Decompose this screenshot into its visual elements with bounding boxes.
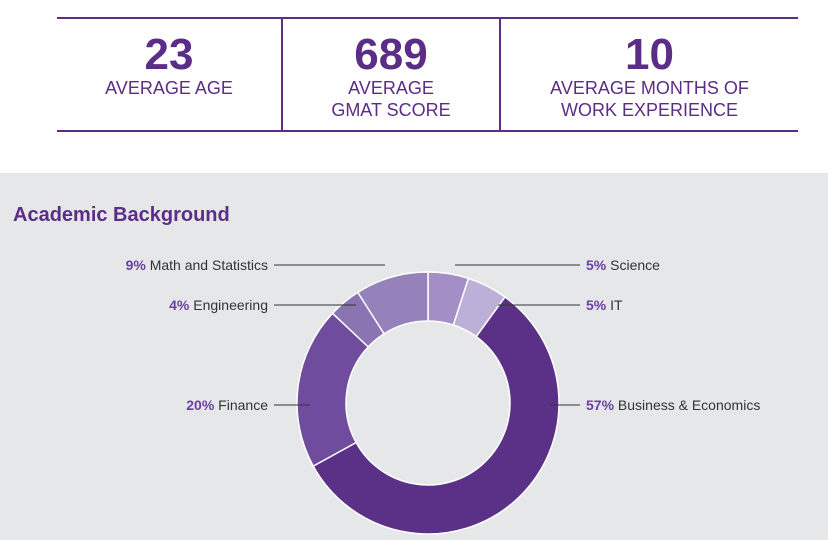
slice-label: 9% Math and Statistics xyxy=(126,257,268,273)
stat-label-line: AVERAGE AGE xyxy=(105,78,233,98)
donut-slice xyxy=(312,295,560,535)
slice-percent: 9% xyxy=(126,257,147,273)
divider xyxy=(281,19,283,130)
stat-average-months: 10 AVERAGE MONTHS OF WORK EXPERIENCE xyxy=(501,19,798,130)
stat-label: AVERAGE GMAT SCORE xyxy=(283,77,499,121)
slice-percent: 57% xyxy=(586,397,615,413)
stat-average-age: 23 AVERAGE AGE xyxy=(57,19,281,130)
slice-label: 20% Finance xyxy=(186,397,268,413)
stat-label-line: GMAT SCORE xyxy=(331,100,451,120)
panel-title: Academic Background xyxy=(13,204,230,226)
slice-label: 5% IT xyxy=(586,297,623,313)
academic-background-panel: Academic Background 5% Science 5% IT 57% B… xyxy=(0,173,828,540)
stat-value: 10 xyxy=(625,30,674,79)
stat-average-gmat: 689 AVERAGE GMAT SCORE xyxy=(283,19,499,130)
slice-name: IT xyxy=(606,297,623,313)
stat-label-line: AVERAGE MONTHS OF xyxy=(550,78,749,98)
stat-label-line: AVERAGE xyxy=(348,78,434,98)
slice-name: Finance xyxy=(214,397,268,413)
slice-name: Business & Economics xyxy=(614,397,760,413)
slice-percent: 20% xyxy=(186,397,215,413)
slice-label: 4% Engineering xyxy=(169,297,268,313)
slice-percent: 5% xyxy=(586,257,607,273)
slice-label: 57% Business & Economics xyxy=(586,397,760,413)
slice-name: Science xyxy=(606,257,660,273)
stat-value: 689 xyxy=(354,30,428,79)
divider xyxy=(499,19,501,130)
slice-name: Math and Statistics xyxy=(146,257,268,273)
stat-label: AVERAGE MONTHS OF WORK EXPERIENCE xyxy=(501,77,798,121)
slice-percent: 5% xyxy=(586,297,607,313)
stats-bar: 23 AVERAGE AGE 689 AVERAGE GMAT SCORE 10… xyxy=(57,17,798,132)
slice-percent: 4% xyxy=(169,297,190,313)
donut-slice xyxy=(356,271,429,335)
slice-name: Engineering xyxy=(189,297,268,313)
stat-label: AVERAGE AGE xyxy=(57,77,281,99)
stat-value: 23 xyxy=(144,30,194,79)
stat-label-line: WORK EXPERIENCE xyxy=(560,100,739,120)
slice-label: 5% Science xyxy=(586,257,660,273)
